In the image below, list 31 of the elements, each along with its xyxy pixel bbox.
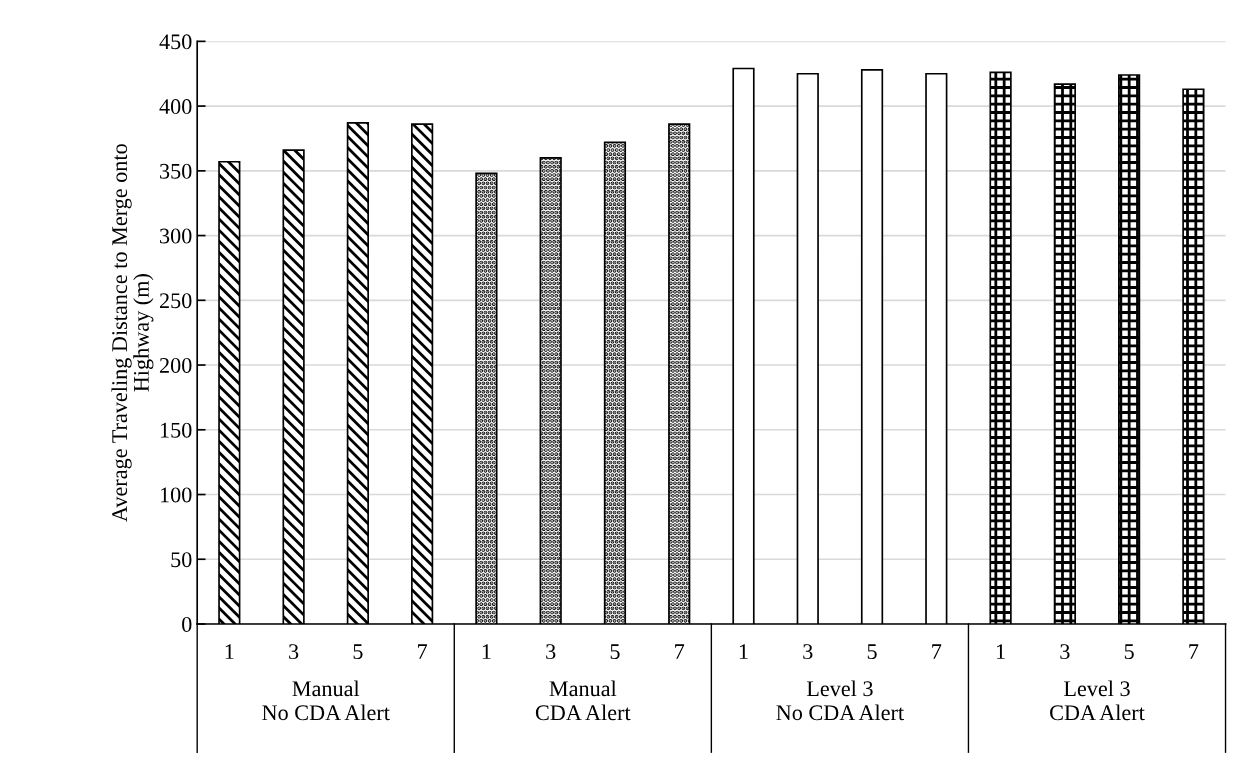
x-tick-label: 5 (353, 644, 363, 660)
y-tick-label: 200 (159, 357, 192, 373)
x-tick-label: 5 (1124, 644, 1134, 660)
x-tick-label: 7 (675, 644, 685, 659)
y-tick-label: 450 (159, 34, 192, 50)
x-tick-label: 1 (739, 644, 748, 659)
x-tick-label: 1 (996, 644, 1005, 659)
y-tick-label: 100 (160, 487, 192, 503)
y-tick-label: 50 (171, 552, 192, 568)
text: Manual No CDA Alert (262, 680, 390, 721)
x-tick-label: 7 (1189, 644, 1199, 659)
x-tick-label: 3 (546, 644, 556, 660)
x-tick-label: 1 (225, 644, 234, 659)
y-axis-title: Average Traveling Distance to Merge onto Highway (m) (111, 144, 154, 522)
y-tick-label: 400 (159, 99, 192, 115)
text: Level 3 CDA Alert (1050, 680, 1145, 721)
x-tick-label: 5 (610, 644, 620, 660)
text: Manual CDA Alert (535, 680, 631, 721)
y-tick-label: 300 (160, 228, 192, 244)
x-tick-label: 3 (803, 644, 813, 660)
x-tick-label: 3 (1060, 644, 1070, 660)
y-tick-label: 0 (182, 616, 192, 632)
text: Level 3 No CDA Alert (776, 680, 904, 721)
x-tick-label: 1 (482, 644, 491, 659)
x-tick-label: 3 (289, 644, 299, 660)
x-tick-label: 7 (418, 644, 428, 659)
y-tick-label: 150 (160, 422, 192, 438)
x-tick-label: 7 (932, 644, 942, 659)
y-tick-label: 350 (160, 163, 192, 179)
y-tick-label: 250 (159, 293, 192, 309)
x-tick-label: 5 (867, 644, 877, 660)
